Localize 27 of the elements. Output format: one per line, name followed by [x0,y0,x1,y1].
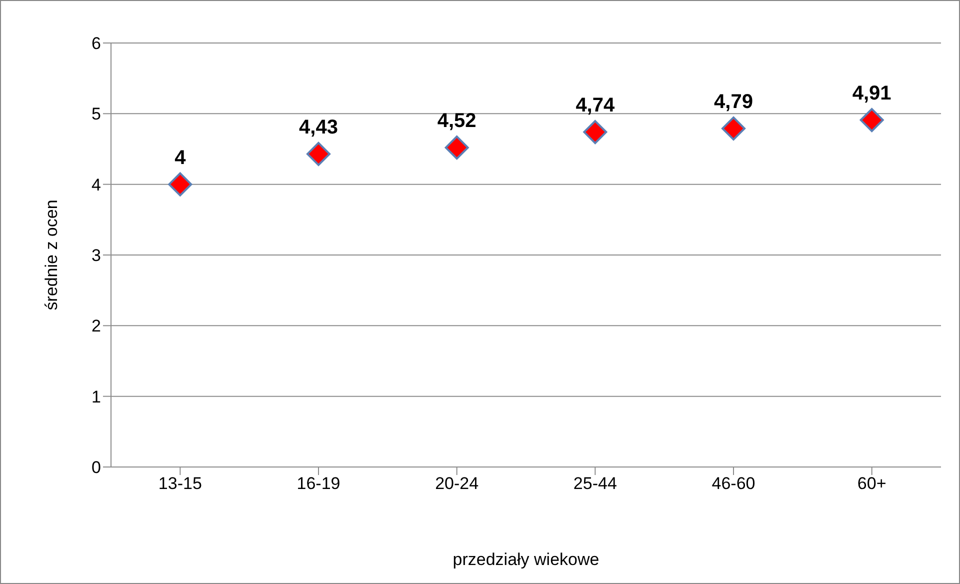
x-tick-label: 46-60 [712,474,756,494]
y-axis-title: średnie z ocen [42,200,62,310]
x-tick-label: 20-24 [435,474,479,494]
x-tick-label: 25-44 [573,474,617,494]
y-tick-label: 4 [92,175,101,194]
point [583,120,608,144]
y-tick-label: 6 [92,34,101,54]
data-label: 4,43 [299,116,338,138]
data-label: 4,74 [576,94,616,117]
x-tick-label: 60+ [857,474,886,494]
x-tick-label: 16-19 [296,474,340,494]
x-tick-label: 13-15 [158,474,202,494]
point [168,172,192,196]
data-label: 4 [174,146,187,169]
y-tick-label: 1 [92,387,101,406]
data-label: 4,79 [714,90,753,113]
x-axis-title: przedziały wiekowe [452,550,600,569]
y-tick-label: 5 [92,104,101,124]
y-tick-label: 0 [92,458,101,478]
point [722,116,746,141]
y-tick-label: 3 [92,246,101,266]
y-tick-label: 2 [92,316,101,336]
data-label: 4,52 [437,110,476,132]
point [860,108,884,132]
point [444,136,469,160]
point [306,142,330,166]
data-label: 4,91 [852,82,892,105]
